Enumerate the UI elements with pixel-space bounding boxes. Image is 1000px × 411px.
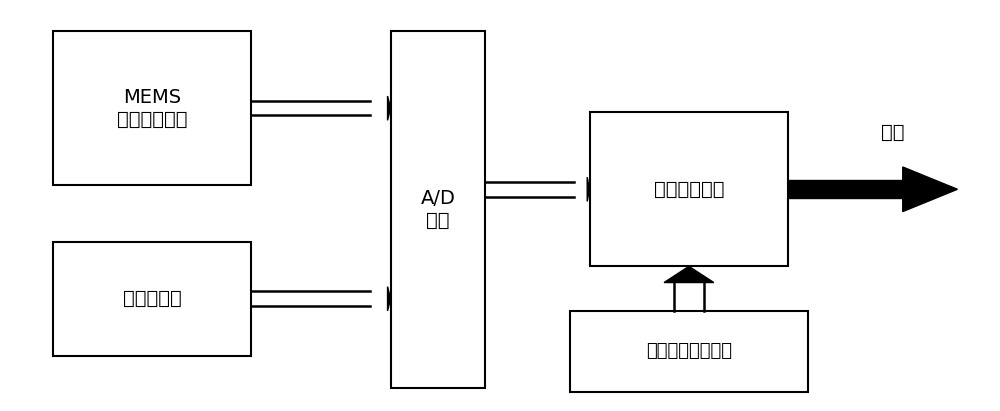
Text: 温度补偿拟和系数: 温度补偿拟和系数 xyxy=(646,342,732,360)
Bar xyxy=(391,31,485,388)
Bar xyxy=(53,242,251,356)
Bar xyxy=(788,180,903,199)
Text: 温度补偿芯片: 温度补偿芯片 xyxy=(654,180,724,199)
Polygon shape xyxy=(903,167,957,212)
Text: 温度传感器: 温度传感器 xyxy=(123,289,181,308)
Polygon shape xyxy=(587,177,590,201)
Bar xyxy=(570,311,808,392)
Text: A/D
通道: A/D 通道 xyxy=(420,189,455,230)
Polygon shape xyxy=(664,266,714,282)
Text: MEMS
加速度传感器: MEMS 加速度传感器 xyxy=(117,88,187,129)
Bar xyxy=(590,112,788,266)
Bar xyxy=(53,31,251,185)
Polygon shape xyxy=(388,286,391,311)
Text: 输出: 输出 xyxy=(881,123,905,142)
Polygon shape xyxy=(388,96,391,120)
